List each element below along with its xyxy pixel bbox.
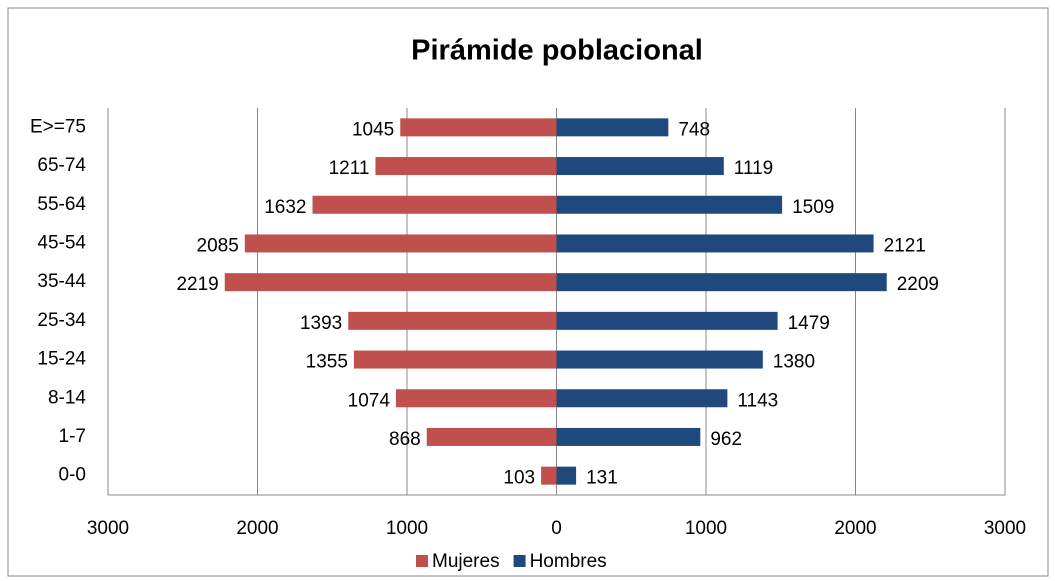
- x-tick-label: 2000: [834, 518, 876, 539]
- bar: [312, 195, 557, 214]
- data-label: 1211: [329, 158, 370, 179]
- bar: [556, 350, 763, 369]
- chart-title: Pirámide poblacional: [411, 35, 703, 67]
- y-tick-label: 55-64: [37, 194, 86, 215]
- bar: [353, 350, 557, 369]
- bar: [224, 273, 557, 292]
- x-tick-label: 1000: [386, 518, 428, 539]
- legend-label: Mujeres: [432, 551, 500, 572]
- legend-swatch: [416, 555, 428, 567]
- data-label: 1509: [792, 197, 834, 218]
- bar: [556, 389, 728, 408]
- data-label: 1479: [788, 313, 830, 334]
- y-tick-label: 15-24: [37, 349, 86, 370]
- chart-border: [7, 7, 1049, 577]
- bar: [400, 118, 557, 137]
- x-tick-label: 3000: [87, 518, 129, 539]
- data-label: 2085: [197, 235, 239, 256]
- data-label: 2121: [884, 235, 926, 256]
- data-label: 2209: [897, 274, 939, 295]
- data-label: 1143: [737, 390, 778, 411]
- y-tick-label: 25-34: [37, 310, 86, 331]
- data-label: 868: [389, 429, 421, 450]
- data-label: 103: [503, 468, 535, 489]
- bar: [244, 234, 557, 253]
- y-tick-label: E>=75: [30, 116, 86, 137]
- y-tick-label: 0-0: [59, 465, 86, 486]
- data-label: 748: [678, 119, 710, 140]
- data-label: 962: [710, 429, 742, 450]
- legend-swatch: [513, 555, 526, 567]
- data-label: 1632: [264, 197, 306, 218]
- data-label: 1074: [348, 390, 391, 411]
- bar: [348, 311, 557, 330]
- bar: [556, 427, 701, 446]
- data-label: 1045: [352, 119, 394, 140]
- data-label: 1393: [300, 313, 342, 334]
- y-tick-label: 65-74: [37, 155, 86, 176]
- data-label: 131: [586, 468, 618, 489]
- y-tick-label: 8-14: [48, 387, 86, 408]
- bar: [556, 273, 887, 292]
- legend-label: Hombres: [530, 551, 607, 572]
- x-tick-label: 3000: [984, 518, 1026, 539]
- data-label: 1355: [306, 352, 348, 373]
- x-tick-label: 0: [551, 518, 562, 539]
- bar: [426, 427, 557, 446]
- x-tick-label: 1000: [685, 518, 727, 539]
- bar: [541, 466, 557, 485]
- bar: [556, 118, 669, 137]
- bar: [556, 234, 874, 253]
- bar: [556, 466, 577, 485]
- y-tick-label: 45-54: [37, 232, 86, 253]
- bar: [375, 157, 557, 176]
- data-label: 1119: [734, 158, 773, 179]
- data-label: 2219: [176, 274, 218, 295]
- bar: [395, 389, 557, 408]
- data-label: 1380: [773, 352, 815, 373]
- bar: [556, 311, 778, 330]
- x-tick-label: 2000: [236, 518, 278, 539]
- bar: [556, 195, 783, 214]
- y-tick-label: 35-44: [37, 271, 86, 292]
- bar: [556, 157, 724, 176]
- y-tick-label: 1-7: [59, 426, 86, 447]
